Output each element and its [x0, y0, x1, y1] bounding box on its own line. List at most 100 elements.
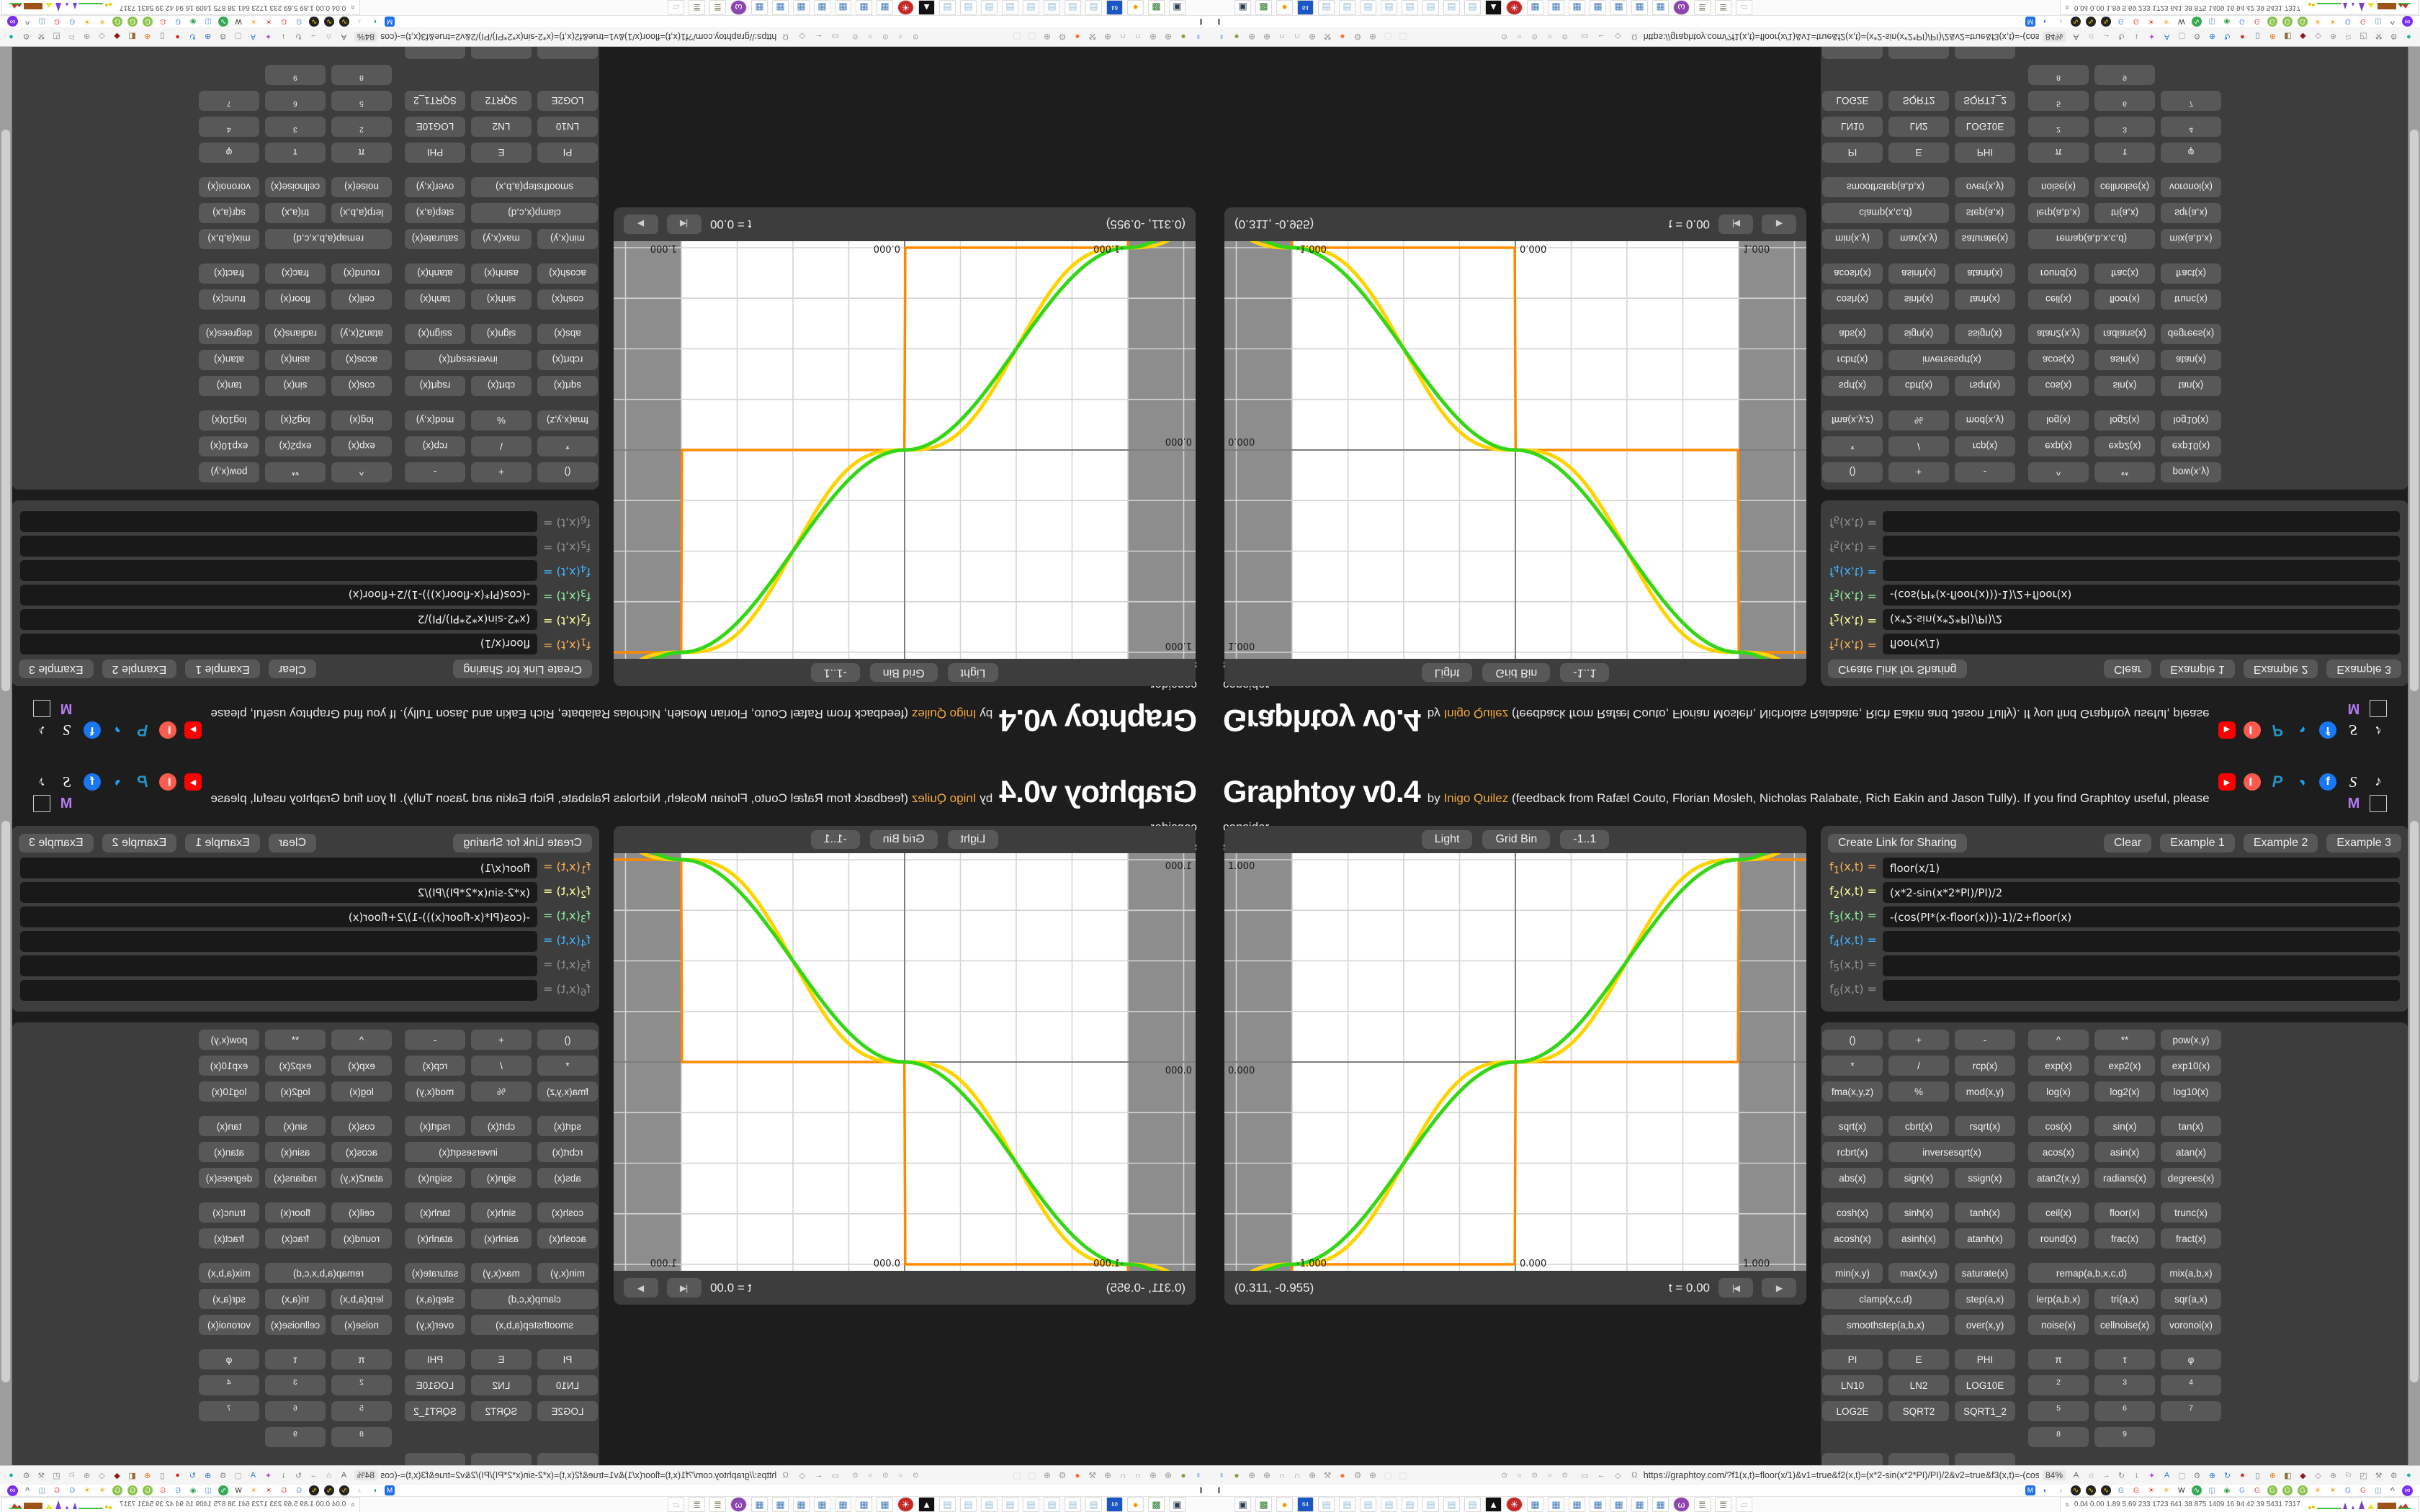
shield-icon[interactable]: ◇ — [799, 32, 805, 41]
keypad-button[interactable]: exp(x) — [2028, 1056, 2089, 1076]
keypad-button[interactable]: log(x) — [331, 410, 392, 431]
keypad-button[interactable]: exp2(x) — [265, 436, 326, 456]
radio-on-icon[interactable]: ⊙ — [1561, 1471, 1568, 1480]
google-g-icon[interactable]: G — [2360, 17, 2366, 26]
cat-app-icon[interactable]: ω — [730, 0, 747, 15]
keypad-button[interactable]: rsqrt(x) — [405, 376, 465, 396]
keypad-button[interactable]: asinh(x) — [1888, 1228, 1949, 1248]
clear-button[interactable]: Clear — [268, 834, 317, 852]
green-g-ext-icon[interactable]: G — [127, 1485, 138, 1495]
firefox-icon[interactable]: ● — [1075, 32, 1080, 42]
notepad-app-icon[interactable]: ▤ — [1381, 0, 1397, 15]
calculator-app-icon[interactable]: ▦ — [1610, 0, 1627, 15]
keypad-button[interactable]: E — [1888, 143, 1949, 163]
notepad-app-icon[interactable]: ▤ — [1339, 0, 1355, 15]
grid-mode-button[interactable]: Grid Bin — [1482, 830, 1551, 849]
package-app-icon[interactable]: ▩ — [1255, 1497, 1272, 1512]
keypad-button[interactable]: sqr(a,x) — [2161, 1289, 2221, 1309]
keypad-button[interactable]: step(a,x) — [405, 1289, 465, 1309]
keypad-button[interactable]: sign(x) — [1888, 1168, 1949, 1188]
keypad-button[interactable]: τ — [265, 1349, 326, 1369]
faded-square-icon[interactable]: ▢ — [1399, 32, 1407, 42]
keypad-button[interactable]: E — [471, 1349, 532, 1369]
radio-off-icon[interactable]: ○ — [868, 1471, 873, 1480]
facebook-icon[interactable]: f — [2319, 721, 2336, 739]
add-circle-icon[interactable]: ⊕ — [204, 32, 212, 41]
compass-ext-icon[interactable]: ◉ — [2223, 1486, 2231, 1495]
globe-icon[interactable]: ⊕ — [1368, 32, 1377, 42]
forward-arrow-icon[interactable]: → — [310, 32, 318, 41]
keypad-button[interactable]: 6 — [2094, 91, 2155, 111]
notepad-app-icon[interactable]: ▤ — [981, 0, 998, 15]
ublock-icon[interactable]: ◆ — [114, 32, 120, 41]
collapse-chevron[interactable]: ^ — [2390, 1485, 2395, 1496]
time-play-button[interactable]: ▶ — [1762, 215, 1796, 234]
keypad-button[interactable]: LOG2E — [1822, 91, 1883, 111]
faded-square-icon[interactable]: ▢ — [1399, 1470, 1407, 1480]
keypad-button[interactable]: trunc(x) — [199, 1202, 259, 1223]
keypad-button[interactable]: * — [537, 436, 598, 456]
keypad-button[interactable]: ^ — [331, 462, 392, 482]
translate-a-icon[interactable]: A — [250, 32, 256, 41]
keypad-button[interactable]: acos(x) — [331, 1142, 392, 1162]
keypad-button[interactable] — [1822, 1453, 1883, 1465]
green-g-ext-icon[interactable]: G — [2267, 1485, 2277, 1495]
radio-on-icon[interactable]: ⊙ — [852, 32, 859, 41]
formula-input-f5[interactable] — [20, 955, 537, 976]
twitter-icon[interactable]: ◗ — [2294, 773, 2311, 791]
cube-ext-icon[interactable]: ◫ — [205, 17, 212, 26]
notepad-app-icon[interactable]: ▤ — [1085, 0, 1102, 15]
keypad-button[interactable]: cbrt(x) — [471, 376, 532, 396]
lock-icon[interactable]: Ω — [782, 32, 789, 41]
hook-icon[interactable]: ∩ — [1119, 1470, 1126, 1480]
keypad-button[interactable]: rcbrt(x) — [537, 350, 598, 370]
keypad-button[interactable]: log10(x) — [199, 410, 259, 431]
time-reset-button[interactable]: |◀ — [667, 215, 702, 234]
keypad-button[interactable]: 5 — [331, 1401, 392, 1421]
keypad-button[interactable]: φ — [199, 1349, 259, 1369]
keypad-button[interactable]: atanh(x) — [1955, 264, 2015, 284]
pin-icon[interactable]: ♀ — [1195, 1470, 1202, 1480]
bookmark-star-icon[interactable]: ☆ — [325, 32, 333, 41]
trash-icon[interactable]: ▯ — [2255, 1471, 2260, 1480]
keypad-button[interactable]: LOG2E — [1822, 1401, 1883, 1421]
back-arrow-icon[interactable]: ← — [1597, 32, 1605, 41]
grid-mode-button[interactable]: Grid Bin — [869, 830, 938, 849]
mastodon-icon[interactable]: M — [2347, 795, 2360, 811]
calculator-app-icon[interactable]: ▦ — [772, 0, 789, 15]
pill-icon[interactable]: ▢ — [2178, 32, 2186, 41]
keypad-button[interactable]: rcp(x) — [1955, 1056, 2015, 1076]
keypad-button[interactable]: exp10(x) — [199, 1056, 259, 1076]
globe-icon[interactable]: ⊕ — [1308, 1470, 1317, 1480]
globe-orange-icon[interactable]: ⊕ — [143, 32, 151, 41]
keypad-button[interactable]: π — [2028, 1349, 2089, 1369]
owl-ext-icon[interactable]: ∞ — [2402, 1485, 2413, 1496]
create-link-button[interactable]: Create Link for Sharing — [453, 660, 592, 678]
keypad-button[interactable]: atan(x) — [2161, 350, 2221, 370]
keypad-button[interactable]: ^ — [2028, 1030, 2089, 1050]
keypad-button[interactable]: + — [1888, 462, 1949, 482]
clear-button[interactable]: Clear — [268, 660, 317, 678]
notepad-app-icon[interactable]: ▤ — [1002, 1497, 1018, 1512]
google-g-icon[interactable]: G — [2239, 1486, 2245, 1495]
notepad-app-icon[interactable]: ▤ — [1360, 1497, 1376, 1512]
example-2-button[interactable]: Example 2 — [2243, 834, 2318, 852]
keypad-button[interactable]: 5 — [331, 91, 392, 111]
green-g-ext-icon[interactable]: G — [2282, 1485, 2293, 1495]
graph-canvas[interactable]: 1.000 0.000 -1.000 0.000 1.000 — [1224, 853, 1806, 1271]
youtube-icon[interactable]: ▶ — [2218, 721, 2236, 739]
door-icon[interactable]: ◧ — [2284, 1471, 2292, 1480]
download-icon[interactable]: ↓ — [2134, 1471, 2139, 1480]
keypad-button[interactable]: max(x,y) — [471, 1263, 532, 1283]
radio-off-icon[interactable]: ○ — [1517, 32, 1522, 41]
google-g-icon[interactable]: G — [160, 17, 166, 26]
google-g-icon[interactable]: G — [175, 1486, 181, 1495]
youtube-icon[interactable]: ▶ — [184, 721, 202, 739]
green-g-ext-icon[interactable]: G — [112, 17, 123, 27]
keypad-button[interactable]: ^ — [331, 1030, 392, 1050]
formula-input-f6[interactable] — [1883, 511, 2400, 532]
yin-yang-ext-icon[interactable]: ◐ — [372, 1486, 377, 1495]
google-g-icon[interactable]: G — [54, 1486, 60, 1495]
radio-on-icon[interactable]: ⊙ — [852, 1471, 859, 1480]
globe-icon[interactable]: ⊕ — [1164, 32, 1173, 42]
